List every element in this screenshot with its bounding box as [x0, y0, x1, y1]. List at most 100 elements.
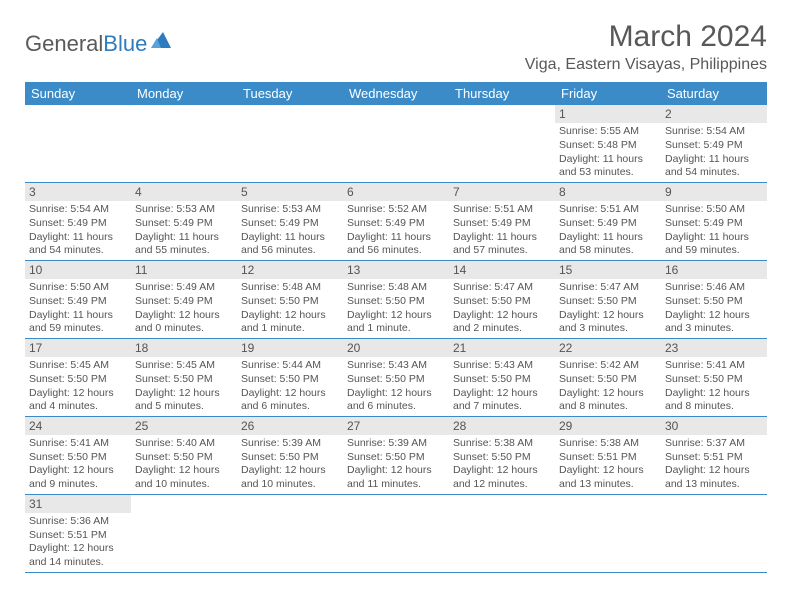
day-content: Sunrise: 5:54 AMSunset: 5:49 PMDaylight:… — [661, 123, 767, 182]
calendar-day-cell — [449, 105, 555, 182]
day-header: Tuesday — [237, 82, 343, 105]
day-number: 9 — [661, 183, 767, 201]
day-content: Sunrise: 5:43 AMSunset: 5:50 PMDaylight:… — [449, 357, 555, 416]
calendar-day-cell: 5Sunrise: 5:53 AMSunset: 5:49 PMDaylight… — [237, 182, 343, 260]
day-number: 25 — [131, 417, 237, 435]
day-number: 24 — [25, 417, 131, 435]
calendar-day-cell: 4Sunrise: 5:53 AMSunset: 5:49 PMDaylight… — [131, 182, 237, 260]
calendar-day-cell: 27Sunrise: 5:39 AMSunset: 5:50 PMDayligh… — [343, 416, 449, 494]
day-number: 18 — [131, 339, 237, 357]
calendar-day-cell: 2Sunrise: 5:54 AMSunset: 5:49 PMDaylight… — [661, 105, 767, 182]
logo: GeneralBlue — [25, 30, 173, 58]
day-content: Sunrise: 5:41 AMSunset: 5:50 PMDaylight:… — [661, 357, 767, 416]
day-content: Sunrise: 5:51 AMSunset: 5:49 PMDaylight:… — [449, 201, 555, 260]
day-number: 21 — [449, 339, 555, 357]
day-content: Sunrise: 5:47 AMSunset: 5:50 PMDaylight:… — [555, 279, 661, 338]
calendar-week-row: 24Sunrise: 5:41 AMSunset: 5:50 PMDayligh… — [25, 416, 767, 494]
day-content: Sunrise: 5:45 AMSunset: 5:50 PMDaylight:… — [25, 357, 131, 416]
day-header: Thursday — [449, 82, 555, 105]
day-content: Sunrise: 5:38 AMSunset: 5:51 PMDaylight:… — [555, 435, 661, 494]
calendar-week-row: 31Sunrise: 5:36 AMSunset: 5:51 PMDayligh… — [25, 494, 767, 572]
calendar-day-cell: 24Sunrise: 5:41 AMSunset: 5:50 PMDayligh… — [25, 416, 131, 494]
calendar-day-cell — [449, 494, 555, 572]
day-number: 17 — [25, 339, 131, 357]
calendar-week-row: 1Sunrise: 5:55 AMSunset: 5:48 PMDaylight… — [25, 105, 767, 182]
calendar-day-cell: 6Sunrise: 5:52 AMSunset: 5:49 PMDaylight… — [343, 182, 449, 260]
calendar-day-cell — [131, 105, 237, 182]
day-number: 12 — [237, 261, 343, 279]
day-number: 1 — [555, 105, 661, 123]
day-header: Monday — [131, 82, 237, 105]
day-content: Sunrise: 5:53 AMSunset: 5:49 PMDaylight:… — [237, 201, 343, 260]
day-number: 7 — [449, 183, 555, 201]
day-number: 31 — [25, 495, 131, 513]
calendar-day-cell: 21Sunrise: 5:43 AMSunset: 5:50 PMDayligh… — [449, 338, 555, 416]
day-content: Sunrise: 5:50 AMSunset: 5:49 PMDaylight:… — [661, 201, 767, 260]
day-number: 19 — [237, 339, 343, 357]
logo-text-general: General — [25, 31, 103, 57]
calendar-day-cell: 12Sunrise: 5:48 AMSunset: 5:50 PMDayligh… — [237, 260, 343, 338]
calendar-day-cell — [343, 105, 449, 182]
logo-sail-icon — [149, 30, 173, 50]
day-content: Sunrise: 5:41 AMSunset: 5:50 PMDaylight:… — [25, 435, 131, 494]
day-number: 28 — [449, 417, 555, 435]
day-content: Sunrise: 5:44 AMSunset: 5:50 PMDaylight:… — [237, 357, 343, 416]
day-number: 30 — [661, 417, 767, 435]
day-number: 4 — [131, 183, 237, 201]
day-content: Sunrise: 5:55 AMSunset: 5:48 PMDaylight:… — [555, 123, 661, 182]
calendar-day-cell: 14Sunrise: 5:47 AMSunset: 5:50 PMDayligh… — [449, 260, 555, 338]
day-content: Sunrise: 5:46 AMSunset: 5:50 PMDaylight:… — [661, 279, 767, 338]
day-content: Sunrise: 5:48 AMSunset: 5:50 PMDaylight:… — [237, 279, 343, 338]
calendar-day-cell: 8Sunrise: 5:51 AMSunset: 5:49 PMDaylight… — [555, 182, 661, 260]
calendar-day-cell: 26Sunrise: 5:39 AMSunset: 5:50 PMDayligh… — [237, 416, 343, 494]
day-content: Sunrise: 5:48 AMSunset: 5:50 PMDaylight:… — [343, 279, 449, 338]
day-number: 11 — [131, 261, 237, 279]
calendar-day-cell: 22Sunrise: 5:42 AMSunset: 5:50 PMDayligh… — [555, 338, 661, 416]
calendar-day-cell — [131, 494, 237, 572]
calendar-day-cell: 19Sunrise: 5:44 AMSunset: 5:50 PMDayligh… — [237, 338, 343, 416]
calendar-week-row: 10Sunrise: 5:50 AMSunset: 5:49 PMDayligh… — [25, 260, 767, 338]
calendar-day-cell: 13Sunrise: 5:48 AMSunset: 5:50 PMDayligh… — [343, 260, 449, 338]
day-content: Sunrise: 5:47 AMSunset: 5:50 PMDaylight:… — [449, 279, 555, 338]
day-content: Sunrise: 5:36 AMSunset: 5:51 PMDaylight:… — [25, 513, 131, 572]
day-number: 23 — [661, 339, 767, 357]
calendar-day-cell — [343, 494, 449, 572]
day-number: 2 — [661, 105, 767, 123]
header-right: March 2024 Viga, Eastern Visayas, Philip… — [525, 20, 767, 74]
day-number: 27 — [343, 417, 449, 435]
calendar-day-cell — [237, 105, 343, 182]
calendar-page: GeneralBlue March 2024 Viga, Eastern Vis… — [0, 0, 792, 593]
day-content: Sunrise: 5:37 AMSunset: 5:51 PMDaylight:… — [661, 435, 767, 494]
calendar-day-cell: 10Sunrise: 5:50 AMSunset: 5:49 PMDayligh… — [25, 260, 131, 338]
day-number: 13 — [343, 261, 449, 279]
calendar-day-cell: 23Sunrise: 5:41 AMSunset: 5:50 PMDayligh… — [661, 338, 767, 416]
calendar-day-cell — [661, 494, 767, 572]
day-number: 22 — [555, 339, 661, 357]
day-number: 16 — [661, 261, 767, 279]
calendar-day-cell — [237, 494, 343, 572]
day-number: 8 — [555, 183, 661, 201]
calendar-day-cell: 18Sunrise: 5:45 AMSunset: 5:50 PMDayligh… — [131, 338, 237, 416]
calendar-day-cell: 28Sunrise: 5:38 AMSunset: 5:50 PMDayligh… — [449, 416, 555, 494]
calendar-day-cell: 11Sunrise: 5:49 AMSunset: 5:49 PMDayligh… — [131, 260, 237, 338]
calendar-week-row: 17Sunrise: 5:45 AMSunset: 5:50 PMDayligh… — [25, 338, 767, 416]
day-number: 3 — [25, 183, 131, 201]
calendar-header-row: Sunday Monday Tuesday Wednesday Thursday… — [25, 82, 767, 105]
calendar-day-cell: 25Sunrise: 5:40 AMSunset: 5:50 PMDayligh… — [131, 416, 237, 494]
day-content: Sunrise: 5:42 AMSunset: 5:50 PMDaylight:… — [555, 357, 661, 416]
day-number: 20 — [343, 339, 449, 357]
day-header: Wednesday — [343, 82, 449, 105]
calendar-day-cell: 3Sunrise: 5:54 AMSunset: 5:49 PMDaylight… — [25, 182, 131, 260]
day-content: Sunrise: 5:53 AMSunset: 5:49 PMDaylight:… — [131, 201, 237, 260]
location-text: Viga, Eastern Visayas, Philippines — [525, 56, 767, 74]
day-number: 15 — [555, 261, 661, 279]
day-header: Sunday — [25, 82, 131, 105]
day-number: 5 — [237, 183, 343, 201]
day-number: 6 — [343, 183, 449, 201]
calendar-day-cell: 31Sunrise: 5:36 AMSunset: 5:51 PMDayligh… — [25, 494, 131, 572]
calendar-day-cell: 9Sunrise: 5:50 AMSunset: 5:49 PMDaylight… — [661, 182, 767, 260]
calendar-day-cell: 7Sunrise: 5:51 AMSunset: 5:49 PMDaylight… — [449, 182, 555, 260]
page-header: GeneralBlue March 2024 Viga, Eastern Vis… — [25, 20, 767, 74]
calendar-day-cell: 29Sunrise: 5:38 AMSunset: 5:51 PMDayligh… — [555, 416, 661, 494]
calendar-body: 1Sunrise: 5:55 AMSunset: 5:48 PMDaylight… — [25, 105, 767, 572]
